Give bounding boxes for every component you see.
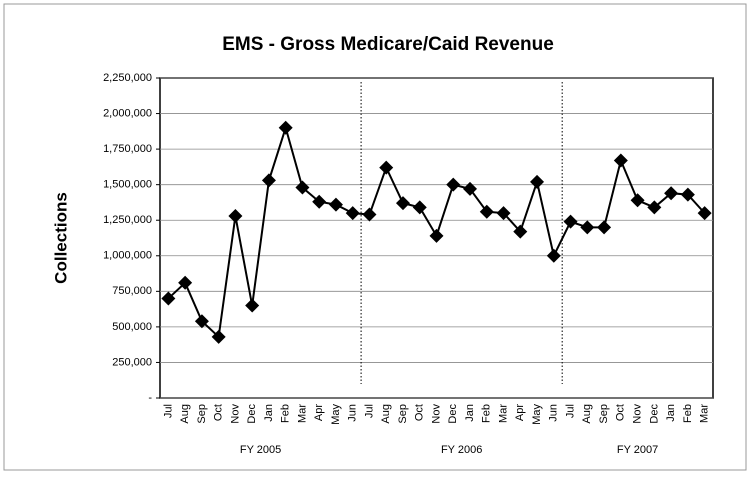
data-point <box>597 220 612 235</box>
x-tick-label: Jan <box>263 404 275 422</box>
x-tick-label: Nov <box>229 404 241 424</box>
x-tick-label: Dec <box>648 404 660 424</box>
x-tick-label: May <box>330 404 342 425</box>
x-tick-label: Aug <box>380 404 392 424</box>
data-point <box>261 173 276 188</box>
group-label: FY 2007 <box>617 444 658 456</box>
x-tick-label: Sep <box>397 404 409 424</box>
x-tick-label: Jul <box>363 404 375 418</box>
data-point <box>295 180 310 195</box>
x-tick-label: Nov <box>430 404 442 424</box>
data-point <box>446 177 461 192</box>
data-point <box>211 329 226 344</box>
x-tick-label: Oct <box>213 404 225 421</box>
data-point <box>412 200 427 215</box>
x-tick-label: Aug <box>179 404 191 424</box>
chart-frame <box>3 3 747 471</box>
y-tick-label: 1,750,000 <box>103 143 152 155</box>
x-tick-label: Feb <box>481 404 493 423</box>
data-point <box>680 187 695 202</box>
x-tick-label: Dec <box>447 404 459 424</box>
x-tick-label: Jul <box>162 404 174 418</box>
data-point <box>228 208 243 223</box>
x-tick-label: Nov <box>631 404 643 424</box>
data-point <box>630 193 645 208</box>
data-point <box>563 214 578 229</box>
data-point <box>697 206 712 221</box>
data-point <box>379 160 394 175</box>
data-point <box>496 206 511 221</box>
chart-title: EMS - Gross Medicare/Caid Revenue <box>222 34 554 55</box>
y-tick-label: 1,000,000 <box>103 250 152 262</box>
y-tick-label: 2,250,000 <box>103 72 152 84</box>
x-tick-label: Jun <box>347 404 359 422</box>
x-tick-label: Jan <box>665 404 677 422</box>
x-tick-label: Jul <box>564 404 576 418</box>
y-tick-label: 500,000 <box>112 321 152 333</box>
data-point <box>278 120 293 135</box>
y-axis-label: Collections <box>51 192 70 284</box>
x-tick-label: May <box>531 404 543 425</box>
data-point <box>161 291 176 306</box>
data-point <box>613 153 628 168</box>
y-tick-label: 2,000,000 <box>103 107 152 119</box>
x-tick-label: Aug <box>581 404 593 424</box>
y-tick-label: 1,500,000 <box>103 179 152 191</box>
data-point <box>328 197 343 212</box>
y-tick-label: - <box>148 392 152 404</box>
x-tick-label: Apr <box>514 404 526 421</box>
data-point <box>546 248 561 263</box>
data-point <box>362 207 377 222</box>
data-point <box>664 186 679 201</box>
data-point <box>429 228 444 243</box>
group-label: FY 2005 <box>240 444 281 456</box>
data-point <box>580 220 595 235</box>
data-point <box>647 200 662 215</box>
x-tick-label: Feb <box>280 404 292 423</box>
y-tick-label: 1,250,000 <box>103 214 152 226</box>
x-tick-label: Oct <box>414 404 426 421</box>
data-point <box>513 224 528 239</box>
x-tick-label: Mar <box>699 404 711 423</box>
data-point <box>312 194 327 209</box>
x-tick-label: Dec <box>246 404 258 424</box>
data-point <box>178 275 193 290</box>
y-tick-label: 750,000 <box>112 285 152 297</box>
x-tick-label: Jan <box>464 404 476 422</box>
x-tick-label: Sep <box>196 404 208 424</box>
data-point <box>245 298 260 313</box>
data-point <box>463 181 478 196</box>
x-tick-label: Oct <box>615 404 627 421</box>
x-tick-label: Sep <box>598 404 610 424</box>
group-label: FY 2006 <box>441 444 482 456</box>
data-point <box>345 206 360 221</box>
x-tick-label: Mar <box>497 404 509 423</box>
x-tick-label: Apr <box>313 404 325 421</box>
x-tick-label: Feb <box>682 404 694 423</box>
y-tick-label: 250,000 <box>112 356 152 368</box>
x-tick-label: Jun <box>548 404 560 422</box>
data-point <box>530 174 545 189</box>
data-point <box>395 196 410 211</box>
x-tick-label: Mar <box>296 404 308 423</box>
data-point <box>479 204 494 219</box>
data-point <box>194 314 209 329</box>
